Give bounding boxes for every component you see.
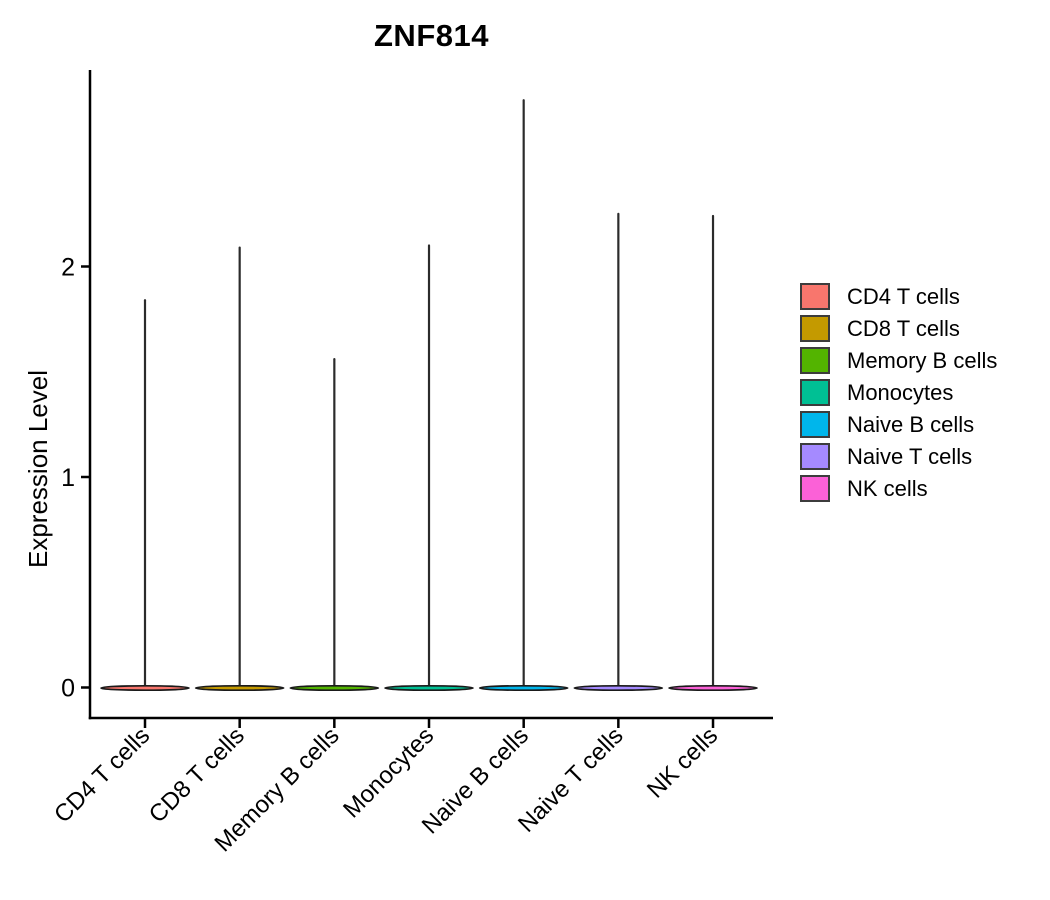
x-tick-label: CD4 T cells (49, 722, 155, 828)
legend-swatch (800, 411, 830, 438)
legend-item: CD8 T cells (800, 315, 997, 342)
legend-swatch (800, 283, 830, 310)
legend-item: Naive T cells (800, 443, 997, 470)
violin-body (478, 684, 569, 692)
legend-swatch (800, 379, 830, 406)
y-tick-label: 0 (61, 675, 75, 703)
chart-title: ZNF814 (374, 18, 489, 53)
violin-body (384, 684, 474, 692)
legend-swatch (800, 347, 830, 374)
legend-label: Naive B cells (847, 411, 975, 437)
legend-label: CD8 T cells (847, 315, 960, 341)
legend-item: NK cells (800, 475, 997, 502)
legend-swatch (800, 443, 830, 470)
violin-body (100, 684, 190, 692)
legend-label: NK cells (847, 475, 928, 501)
legend-swatch (800, 315, 830, 342)
violin-body (289, 684, 380, 692)
y-tick-label: 2 (61, 254, 75, 282)
violin-body (194, 684, 285, 692)
legend-item: CD4 T cells (800, 283, 997, 310)
legend: CD4 T cells CD8 T cells Memory B cells Mono… (800, 283, 997, 507)
legend-label: Monocytes (847, 379, 954, 405)
legend-label: Memory B cells (847, 347, 998, 373)
x-tick-label: Monocytes (338, 722, 439, 823)
y-tick-label: 1 (61, 464, 75, 492)
legend-item: Naive B cells (800, 411, 997, 438)
x-tick-label: NK cells (642, 722, 723, 803)
legend-label: CD4 T cells (847, 283, 960, 309)
violin-body (668, 684, 758, 692)
legend-item: Memory B cells (800, 347, 997, 374)
legend-swatch (800, 475, 830, 502)
violin-body (573, 684, 664, 692)
legend-item: Monocytes (800, 379, 997, 406)
legend-label: Naive T cells (847, 443, 973, 469)
